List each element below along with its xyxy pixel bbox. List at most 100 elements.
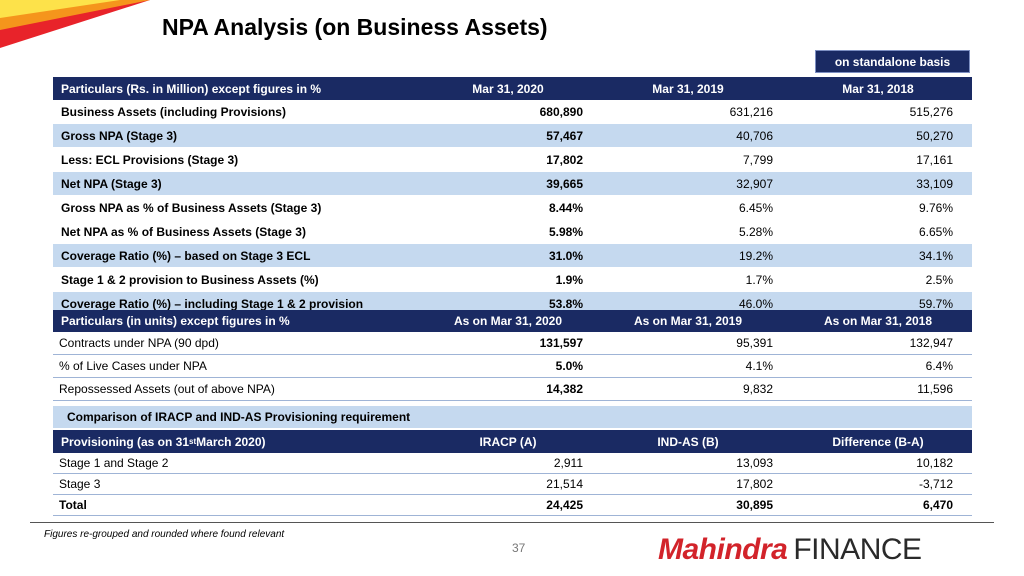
cell: 21,514	[546, 477, 583, 491]
cell: 53.8%	[548, 296, 583, 311]
cell: 17,802	[736, 477, 773, 491]
table-row: Business Assets (including Provisions) 6…	[53, 100, 972, 124]
table-row: Net NPA (Stage 3) 39,665 32,907 33,109	[53, 172, 972, 196]
header-cell: IND-AS (B)	[657, 434, 719, 449]
header-prefix: Provisioning (as on 31	[61, 434, 190, 449]
cell: 57,467	[546, 128, 583, 143]
cell: 46.0%	[738, 296, 773, 311]
cell: 515,276	[909, 104, 953, 119]
cell: 1.9%	[555, 272, 583, 287]
header-cell: As on Mar 31, 2019	[633, 314, 743, 328]
row-label: Stage 1 & 2 provision to Business Assets…	[61, 272, 319, 287]
table-row: Coverage Ratio (%) – based on Stage 3 EC…	[53, 244, 972, 268]
page-title: NPA Analysis (on Business Assets)	[162, 14, 548, 40]
header-cell: Mar 31, 2020	[472, 81, 544, 96]
table-row-total: Total 24,425 30,895 6,470	[53, 495, 972, 516]
cell: 8.44%	[548, 200, 583, 215]
cell: 6,470	[922, 498, 953, 512]
table-row: Net NPA as % of Business Assets (Stage 3…	[53, 220, 972, 244]
cell: 14,382	[546, 382, 583, 396]
row-label: Less: ECL Provisions (Stage 3)	[61, 152, 239, 167]
table-header-row: Particulars (Rs. in Million) except figu…	[53, 77, 972, 100]
cell: -3,712	[918, 477, 953, 491]
corner-swoosh-decoration	[0, 0, 150, 48]
cell: 132,947	[909, 336, 953, 350]
cell: 9,832	[742, 382, 773, 396]
header-cell: As on Mar 31, 2020	[453, 314, 563, 328]
row-label: Business Assets (including Provisions)	[61, 104, 286, 119]
row-label: Repossessed Assets (out of above NPA)	[59, 382, 275, 396]
provisioning-section-title: Comparison of IRACP and IND-AS Provision…	[53, 406, 972, 428]
table-row: % of Live Cases under NPA 5.0% 4.1% 6.4%	[53, 355, 972, 378]
cell: 5.0%	[555, 359, 583, 373]
cell: 17,161	[916, 152, 953, 167]
cell: 6.4%	[925, 359, 953, 373]
brand-logo: Mahindra FINANCE	[658, 533, 922, 567]
row-label: Contracts under NPA (90 dpd)	[59, 336, 219, 350]
cell: 5.98%	[548, 224, 583, 239]
cell: 39,665	[546, 176, 583, 191]
header-cell: Difference (B-A)	[832, 434, 924, 449]
cell: 4.1%	[745, 359, 773, 373]
cell: 24,425	[546, 498, 583, 512]
row-label: Gross NPA (Stage 3)	[61, 128, 178, 143]
table-row: Contracts under NPA (90 dpd) 131,597 95,…	[53, 332, 972, 355]
cell: 2,911	[553, 456, 583, 470]
npa-table: Particulars (Rs. in Million) except figu…	[53, 77, 972, 315]
table-row: Gross NPA as % of Business Assets (Stage…	[53, 196, 972, 220]
row-label: Net NPA (Stage 3)	[61, 176, 162, 191]
table-row: Gross NPA (Stage 3) 57,467 40,706 50,270	[53, 124, 972, 148]
cell: 9.76%	[918, 200, 953, 215]
cell: 33,109	[916, 176, 953, 191]
row-label: % of Live Cases under NPA	[59, 359, 207, 373]
cell: 2.5%	[925, 272, 953, 287]
cell: 31.0%	[548, 248, 583, 263]
cell: 19.2%	[738, 248, 773, 263]
cell: 50,270	[916, 128, 953, 143]
brand-main: Mahindra	[658, 533, 788, 566]
row-label: Net NPA as % of Business Assets (Stage 3…	[61, 224, 306, 239]
cell: 40,706	[736, 128, 773, 143]
header-cell: Particulars (Rs. in Million) except figu…	[61, 81, 322, 96]
cell: 10,182	[916, 456, 953, 470]
row-label: Gross NPA as % of Business Assets (Stage…	[61, 200, 322, 215]
header-superscript: st	[189, 437, 197, 446]
table-row: Coverage Ratio (%) – including Stage 1 &…	[53, 292, 972, 315]
cell: 59.7%	[918, 296, 953, 311]
table-row: Less: ECL Provisions (Stage 3) 17,802 7,…	[53, 148, 972, 172]
header-cell: IRACP (A)	[479, 434, 537, 449]
header-cell: As on Mar 31, 2018	[823, 314, 933, 328]
header-suffix: March 2020)	[196, 434, 266, 449]
cell: 6.45%	[738, 200, 773, 215]
cell: 30,895	[736, 498, 773, 512]
cell: 13,093	[736, 456, 773, 470]
cell: 5.28%	[738, 224, 773, 239]
table-row: Repossessed Assets (out of above NPA) 14…	[53, 378, 972, 401]
header-cell: Mar 31, 2019	[652, 81, 724, 96]
row-label: Stage 1 and Stage 2	[59, 456, 169, 470]
cell: 1.7%	[745, 272, 773, 287]
units-table: Particulars (in units) except figures in…	[53, 310, 972, 401]
row-label: Coverage Ratio (%) – based on Stage 3 EC…	[61, 248, 311, 263]
row-label: Total	[59, 498, 87, 512]
brand-sub: FINANCE	[793, 533, 922, 566]
table-row: Stage 3 21,514 17,802 -3,712	[53, 474, 972, 495]
cell: 7,799	[742, 152, 773, 167]
cell: 95,391	[736, 336, 773, 350]
cell: 131,597	[539, 336, 583, 350]
page-number: 37	[512, 541, 526, 555]
row-label: Coverage Ratio (%) – including Stage 1 &…	[61, 296, 364, 311]
table-row: Stage 1 & 2 provision to Business Assets…	[53, 268, 972, 292]
cell: 32,907	[736, 176, 773, 191]
table-row: Stage 1 and Stage 2 2,911 13,093 10,182	[53, 453, 972, 474]
header-cell: Mar 31, 2018	[842, 81, 914, 96]
cell: 17,802	[546, 152, 583, 167]
footnote: Figures re-grouped and rounded where fou…	[44, 529, 285, 540]
footer-divider	[30, 522, 994, 523]
cell: 6.65%	[918, 224, 953, 239]
basis-badge: on standalone basis	[815, 50, 970, 73]
cell: 11,596	[917, 382, 953, 396]
